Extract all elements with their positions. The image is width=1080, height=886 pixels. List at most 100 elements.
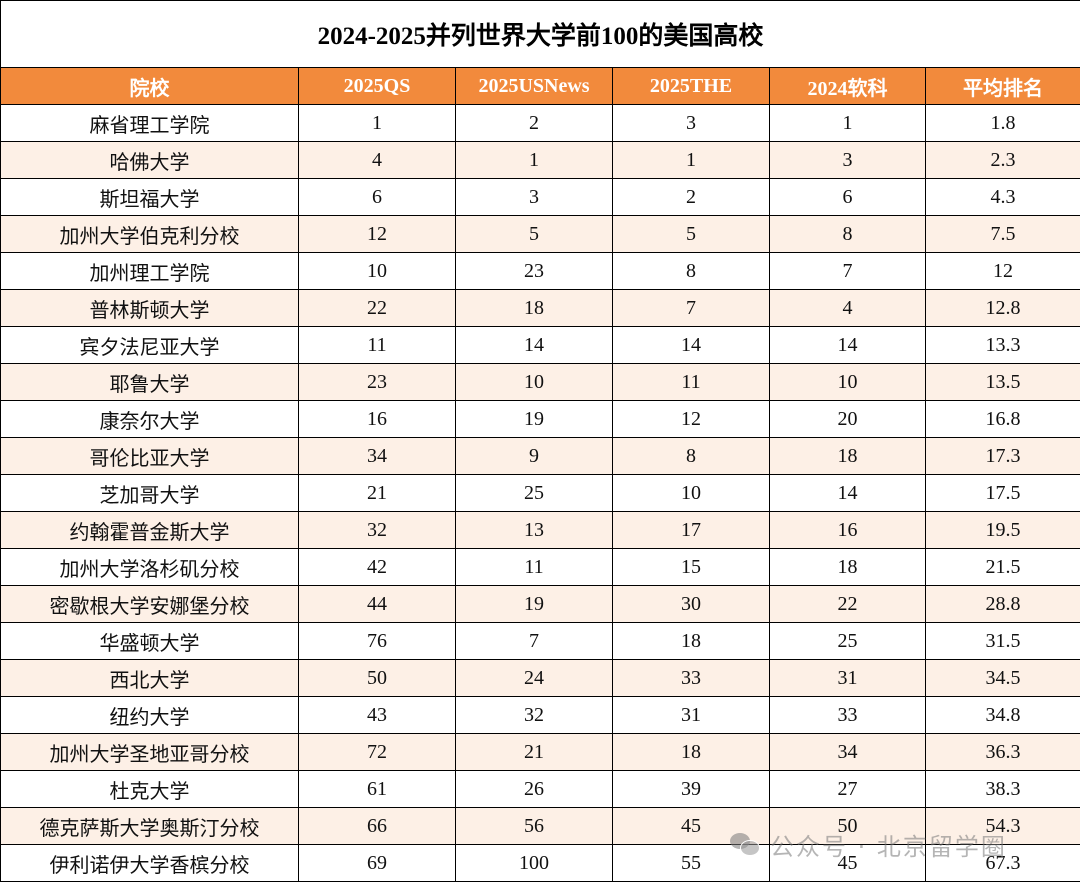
the-rank: 8: [612, 252, 770, 290]
qs-rank: 23: [298, 363, 456, 401]
average-rank: 2.3: [924, 141, 1080, 179]
table-row: 普林斯顿大学 22 18 7 4 12.8: [0, 289, 1080, 327]
qs-rank: 21: [298, 474, 456, 512]
arwu-rank: 25: [769, 622, 926, 660]
average-rank: 21.5: [924, 548, 1080, 586]
arwu-rank: 6: [769, 178, 926, 216]
average-rank: 12.8: [924, 289, 1080, 327]
table-row: 西北大学 50 24 33 31 34.5: [0, 659, 1080, 697]
table-row: 杜克大学 61 26 39 27 38.3: [0, 770, 1080, 808]
average-rank: 17.3: [924, 437, 1080, 475]
qs-rank: 42: [298, 548, 456, 586]
table-row: 密歇根大学安娜堡分校 44 19 30 22 28.8: [0, 585, 1080, 623]
table-row: 加州大学圣地亚哥分校 72 21 18 34 36.3: [0, 733, 1080, 771]
average-rank: 17.5: [924, 474, 1080, 512]
arwu-rank: 14: [769, 474, 926, 512]
the-rank: 15: [612, 548, 770, 586]
school-name: 伊利诺伊大学香槟分校: [0, 844, 299, 882]
qs-rank: 16: [298, 400, 456, 438]
header-usnews: 2025USNews: [455, 67, 613, 105]
header-average: 平均排名: [924, 67, 1080, 105]
qs-rank: 22: [298, 289, 456, 327]
arwu-rank: 14: [769, 326, 926, 364]
average-rank: 34.8: [924, 696, 1080, 734]
header-school: 院校: [0, 67, 299, 105]
school-name: 哥伦比亚大学: [0, 437, 299, 475]
average-rank: 1.8: [924, 104, 1080, 142]
the-rank: 3: [612, 104, 770, 142]
usnews-rank: 56: [455, 807, 613, 845]
average-rank: 13.3: [924, 326, 1080, 364]
arwu-rank: 8: [769, 215, 926, 253]
school-name: 杜克大学: [0, 770, 299, 808]
school-name: 加州理工学院: [0, 252, 299, 290]
school-name: 耶鲁大学: [0, 363, 299, 401]
qs-rank: 72: [298, 733, 456, 771]
average-rank: 31.5: [924, 622, 1080, 660]
usnews-rank: 14: [455, 326, 613, 364]
usnews-rank: 21: [455, 733, 613, 771]
usnews-rank: 32: [455, 696, 613, 734]
qs-rank: 4: [298, 141, 456, 179]
qs-rank: 11: [298, 326, 456, 364]
table-row: 加州大学伯克利分校 12 5 5 8 7.5: [0, 215, 1080, 253]
table-row: 耶鲁大学 23 10 11 10 13.5: [0, 363, 1080, 401]
qs-rank: 50: [298, 659, 456, 697]
table-row: 哥伦比亚大学 34 9 8 18 17.3: [0, 437, 1080, 475]
average-rank: 19.5: [924, 511, 1080, 549]
qs-rank: 44: [298, 585, 456, 623]
the-rank: 5: [612, 215, 770, 253]
usnews-rank: 5: [455, 215, 613, 253]
header-arwu: 2024软科: [769, 67, 926, 105]
the-rank: 45: [612, 807, 770, 845]
arwu-rank: 20: [769, 400, 926, 438]
school-name: 德克萨斯大学奥斯汀分校: [0, 807, 299, 845]
school-name: 西北大学: [0, 659, 299, 697]
arwu-rank: 31: [769, 659, 926, 697]
school-name: 纽约大学: [0, 696, 299, 734]
the-rank: 7: [612, 289, 770, 327]
school-name: 加州大学洛杉矶分校: [0, 548, 299, 586]
qs-rank: 10: [298, 252, 456, 290]
school-name: 加州大学圣地亚哥分校: [0, 733, 299, 771]
table-row: 康奈尔大学 16 19 12 20 16.8: [0, 400, 1080, 438]
table-row: 华盛顿大学 76 7 18 25 31.5: [0, 622, 1080, 660]
qs-rank: 43: [298, 696, 456, 734]
the-rank: 17: [612, 511, 770, 549]
the-rank: 18: [612, 733, 770, 771]
qs-rank: 69: [298, 844, 456, 882]
table-row: 纽约大学 43 32 31 33 34.8: [0, 696, 1080, 734]
table-row: 哈佛大学 4 1 1 3 2.3: [0, 141, 1080, 179]
average-rank: 28.8: [924, 585, 1080, 623]
table-row: 伊利诺伊大学香槟分校 69 100 55 45 67.3: [0, 844, 1080, 882]
the-rank: 18: [612, 622, 770, 660]
school-name: 普林斯顿大学: [0, 289, 299, 327]
header-the: 2025THE: [612, 67, 770, 105]
arwu-rank: 22: [769, 585, 926, 623]
usnews-rank: 1: [455, 141, 613, 179]
usnews-rank: 13: [455, 511, 613, 549]
average-rank: 38.3: [924, 770, 1080, 808]
the-rank: 31: [612, 696, 770, 734]
table-row: 约翰霍普金斯大学 32 13 17 16 19.5: [0, 511, 1080, 549]
usnews-rank: 7: [455, 622, 613, 660]
arwu-rank: 4: [769, 289, 926, 327]
qs-rank: 32: [298, 511, 456, 549]
usnews-rank: 19: [455, 400, 613, 438]
qs-rank: 34: [298, 437, 456, 475]
arwu-rank: 45: [769, 844, 926, 882]
the-rank: 30: [612, 585, 770, 623]
the-rank: 10: [612, 474, 770, 512]
usnews-rank: 100: [455, 844, 613, 882]
table-row: 宾夕法尼亚大学 11 14 14 14 13.3: [0, 326, 1080, 364]
school-name: 华盛顿大学: [0, 622, 299, 660]
usnews-rank: 18: [455, 289, 613, 327]
school-name: 哈佛大学: [0, 141, 299, 179]
average-rank: 54.3: [924, 807, 1080, 845]
qs-rank: 61: [298, 770, 456, 808]
the-rank: 12: [612, 400, 770, 438]
average-rank: 36.3: [924, 733, 1080, 771]
table-row: 斯坦福大学 6 3 2 6 4.3: [0, 178, 1080, 216]
average-rank: 7.5: [924, 215, 1080, 253]
school-name: 芝加哥大学: [0, 474, 299, 512]
